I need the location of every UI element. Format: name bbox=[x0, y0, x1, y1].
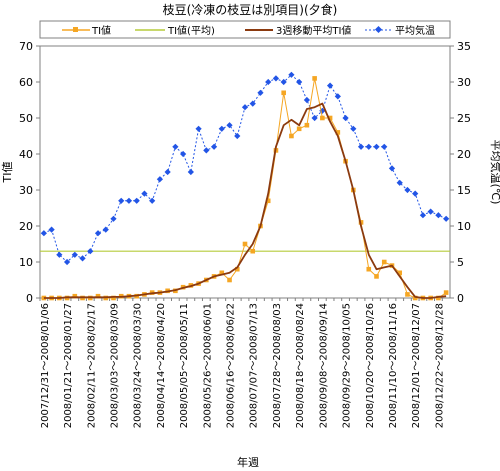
y-right-tick-label: 35 bbox=[457, 40, 471, 53]
ti-point bbox=[436, 295, 441, 301]
y-left-tick-label: 70 bbox=[19, 40, 33, 53]
x-tick-label: 2008/12/01～2008/12/07 bbox=[411, 303, 422, 428]
x-tick-label: 2008/04/14～2008/04/20 bbox=[156, 303, 167, 428]
temp-point bbox=[412, 190, 419, 197]
y-left-tick-label: 60 bbox=[19, 76, 33, 89]
temp-point bbox=[118, 197, 125, 204]
ti-point bbox=[397, 270, 403, 276]
x-tick-label: 2008/08/18～2008/08/24 bbox=[295, 303, 306, 428]
x-tick-label: 2008/05/26～2008/06/01 bbox=[202, 303, 213, 428]
legend: TI値 TI値(平均) 3週移動平均TI値 平均気温 bbox=[39, 20, 451, 39]
legend-temp-label: 平均気温 bbox=[395, 24, 435, 37]
ti-point bbox=[327, 115, 333, 121]
x-tick-label: 2007/12/31～2008/01/06 bbox=[40, 303, 51, 428]
ti-point bbox=[312, 76, 317, 81]
temp-point bbox=[40, 230, 47, 237]
ti-point bbox=[72, 293, 78, 299]
legend-ti-swatch-marker bbox=[73, 27, 78, 32]
y-right-tick-label: 5 bbox=[457, 256, 464, 269]
ti-point bbox=[412, 295, 418, 301]
temp-point bbox=[234, 132, 241, 140]
y-right-tick-label: 15 bbox=[457, 184, 471, 197]
y-left-tick-label: 30 bbox=[19, 184, 33, 197]
chart-title: 枝豆(冷凍の枝豆は別項目)(夕食) bbox=[163, 2, 338, 17]
temp-point bbox=[218, 125, 225, 132]
x-axis: 2007/12/31～2008/01/06 2008/01/21～2008/01/… bbox=[39, 298, 445, 428]
y-left-tick-label: 40 bbox=[19, 148, 33, 161]
temp-point bbox=[427, 208, 434, 215]
y-left-tick-label: 50 bbox=[19, 112, 33, 125]
y-right-tick-label: 10 bbox=[457, 220, 471, 233]
ti-point bbox=[281, 90, 286, 96]
y-right-tick-label: 0 bbox=[457, 292, 464, 305]
legend-temp-swatch-marker bbox=[374, 25, 383, 34]
ti-point bbox=[242, 241, 248, 247]
ti-point bbox=[95, 293, 101, 299]
ti-point bbox=[289, 133, 294, 139]
ti-point bbox=[250, 248, 256, 254]
x-tick-label: 2008/12/22～2008/12/28 bbox=[434, 303, 445, 428]
temp-point bbox=[87, 248, 94, 255]
temp-point bbox=[226, 122, 233, 129]
legend-ti-label: TI値 bbox=[91, 24, 111, 37]
temp-point bbox=[125, 197, 133, 204]
y-right-tick-label: 30 bbox=[457, 76, 471, 89]
x-tick-label: 2008/10/20～2008/10/26 bbox=[365, 303, 376, 428]
x-tick-label: 2008/09/29～2008/10/05 bbox=[342, 303, 353, 428]
x-tick-label: 2008/03/24～2008/03/30 bbox=[133, 303, 144, 428]
x-tick-label: 2008/07/07～2008/07/13 bbox=[249, 303, 260, 428]
temp-point bbox=[94, 230, 102, 237]
temp-point bbox=[149, 197, 156, 204]
ti-point bbox=[443, 290, 449, 295]
x-tick-label: 2008/11/10～2008/11/16 bbox=[388, 303, 399, 428]
ti-point bbox=[296, 126, 302, 132]
y-axis-left-title: TI値 bbox=[1, 162, 14, 184]
y-axis-right-title: 平均気温(℃) bbox=[489, 140, 500, 205]
temp-point bbox=[241, 104, 249, 111]
ti-point bbox=[405, 292, 410, 297]
temp-point bbox=[249, 100, 256, 107]
temp-point bbox=[187, 168, 194, 176]
x-tick-label: 2008/03/03～2008/03/09 bbox=[109, 303, 120, 428]
ti-point bbox=[111, 295, 116, 301]
temp-point bbox=[164, 168, 171, 176]
ma3-line bbox=[43, 102, 447, 299]
ti-point bbox=[234, 266, 240, 272]
y-right-tick-label: 20 bbox=[457, 148, 471, 161]
legend-ma3-label: 3週移動平均TI値 bbox=[276, 24, 351, 37]
y-axis-left: 0 10 20 30 40 50 60 70 bbox=[19, 40, 40, 305]
ti-point bbox=[265, 198, 271, 204]
ti-point bbox=[320, 115, 325, 121]
y-right-tick-label: 25 bbox=[457, 112, 471, 125]
y-left-tick-label: 20 bbox=[19, 220, 33, 233]
temp-point bbox=[180, 150, 187, 158]
x-tick-label: 2008/02/11～2008/02/17 bbox=[86, 303, 97, 428]
ti-point bbox=[374, 274, 379, 279]
y-left-tick-label: 0 bbox=[26, 292, 33, 305]
temp-point bbox=[195, 125, 202, 132]
y-axis-right: 0 5 10 15 20 25 30 35 bbox=[450, 40, 471, 305]
x-tick-label: 2008/05/05～2008/05/11 bbox=[179, 303, 190, 428]
ti-point bbox=[304, 122, 310, 128]
plot-area bbox=[39, 45, 451, 299]
ti-point bbox=[41, 295, 47, 301]
ti-point bbox=[366, 266, 372, 272]
y-left-tick-label: 10 bbox=[19, 256, 33, 269]
ti-point bbox=[381, 259, 387, 265]
temp-point bbox=[110, 215, 117, 222]
legend-ti-avg-label: TI値(平均) bbox=[167, 24, 215, 37]
ti-point bbox=[335, 130, 341, 135]
x-tick-label: 2008/09/08～2008/09/14 bbox=[318, 303, 329, 428]
x-axis-title: 年週 bbox=[237, 455, 259, 469]
temp-point bbox=[156, 176, 164, 183]
x-tick-label: 2008/01/21～2008/01/27 bbox=[63, 303, 74, 428]
temp-point bbox=[203, 147, 210, 154]
ti-point bbox=[219, 270, 225, 276]
x-tick-label: 2008/07/28～2008/08/03 bbox=[272, 303, 283, 428]
ti-point bbox=[227, 277, 232, 283]
x-tick-label: 2008/06/16～2008/06/22 bbox=[226, 303, 237, 428]
